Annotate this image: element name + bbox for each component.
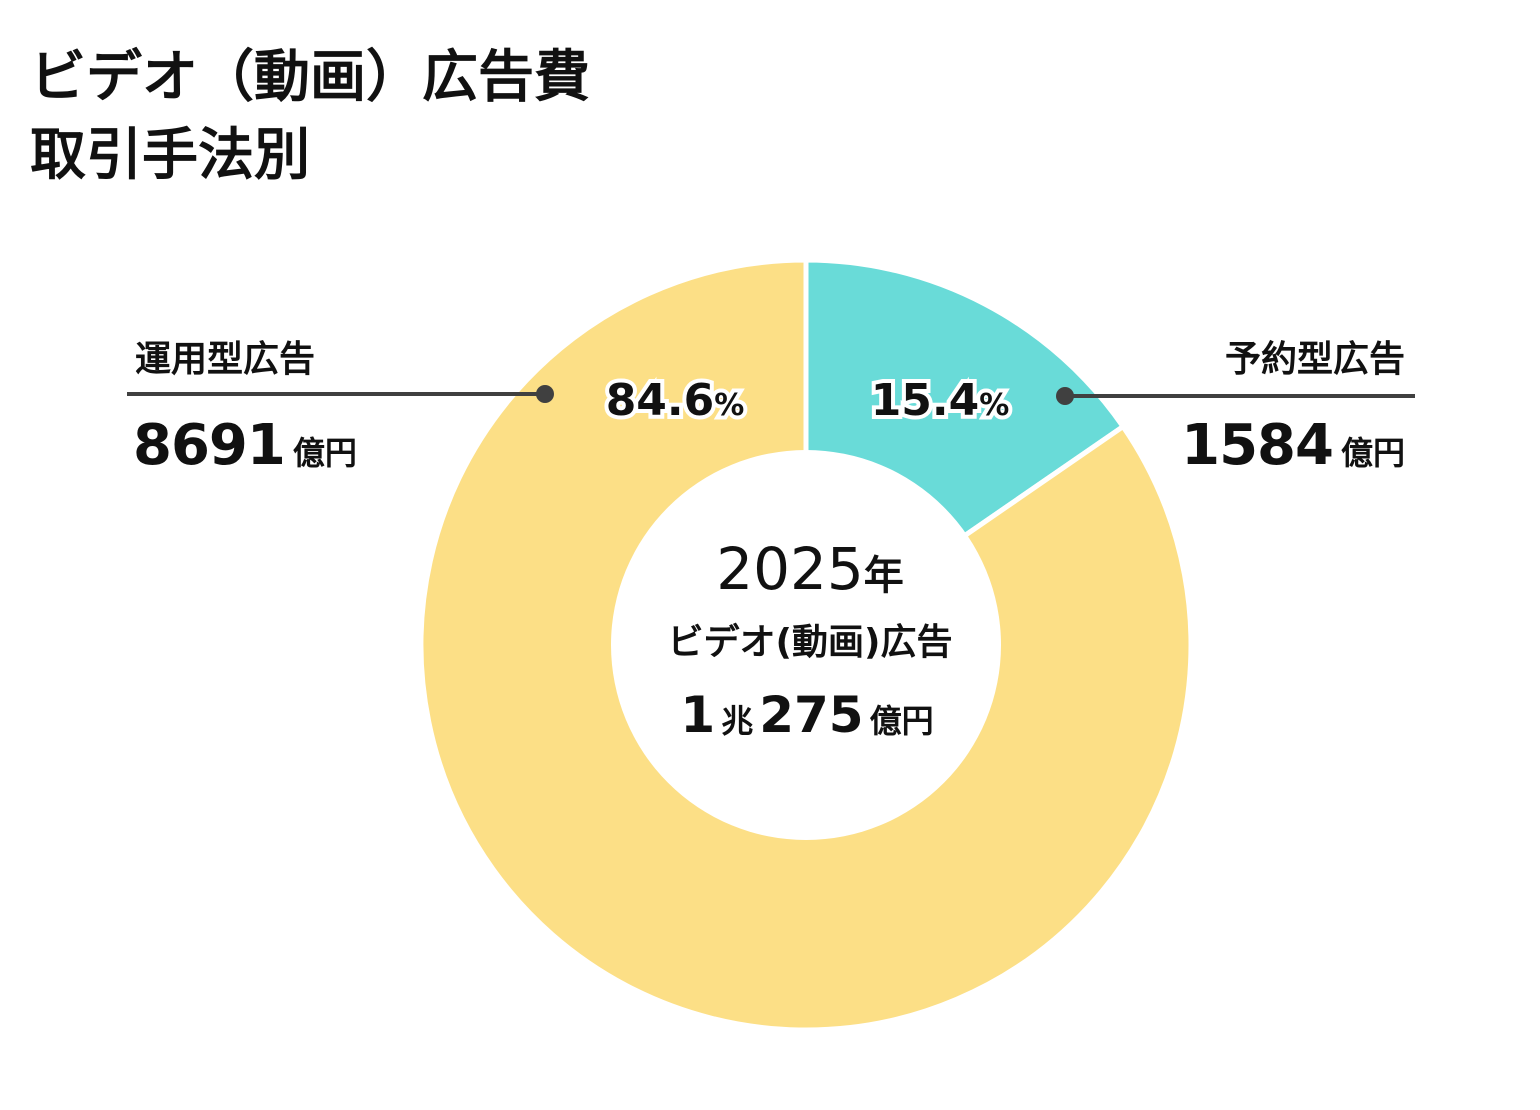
center-total-unit1: 兆 (721, 702, 754, 740)
amount-reserved-value: 1584 (1181, 413, 1334, 478)
chart-title-line1: ビデオ（動画）広告費 (30, 45, 590, 110)
pct-reserved-percent-sign: % (979, 388, 1009, 423)
center-label: ビデオ(動画)広告 (667, 622, 953, 663)
center-total-num1: 1 (680, 686, 716, 744)
donut-hole (611, 450, 1001, 840)
pct-reserved-number: 15.4 (871, 375, 980, 426)
amount-operated: 8691 億円 (133, 418, 357, 474)
amount-reserved-unit: 億円 (1340, 434, 1405, 472)
legend-label-operated: 運用型広告 (135, 339, 316, 380)
leader-dot-operated (536, 385, 554, 403)
center-total: 1 兆 275 億円 (610, 690, 1010, 740)
chart-title-line2: 取引手法別 (30, 123, 310, 188)
center-total-unit2: 億円 (869, 702, 934, 740)
pct-operated-number: 84.6 (606, 375, 715, 426)
center-year-value: 2025 (716, 535, 864, 603)
legend-label-reserved: 予約型広告 (1224, 339, 1405, 380)
center-total-num2: 275 (759, 686, 864, 744)
pct-operated-percent-sign: % (714, 388, 744, 423)
amount-operated-unit: 億円 (292, 434, 357, 472)
value-label-operated: 84.6% (606, 375, 745, 426)
center-year: 2025年 (610, 540, 1010, 598)
leader-dot-reserved (1056, 387, 1074, 405)
amount-reserved: 1584 億円 (1181, 418, 1405, 474)
amount-operated-value: 8691 (133, 413, 286, 478)
center-year-unit: 年 (863, 553, 904, 599)
value-label-reserved: 15.4% (871, 375, 1010, 426)
